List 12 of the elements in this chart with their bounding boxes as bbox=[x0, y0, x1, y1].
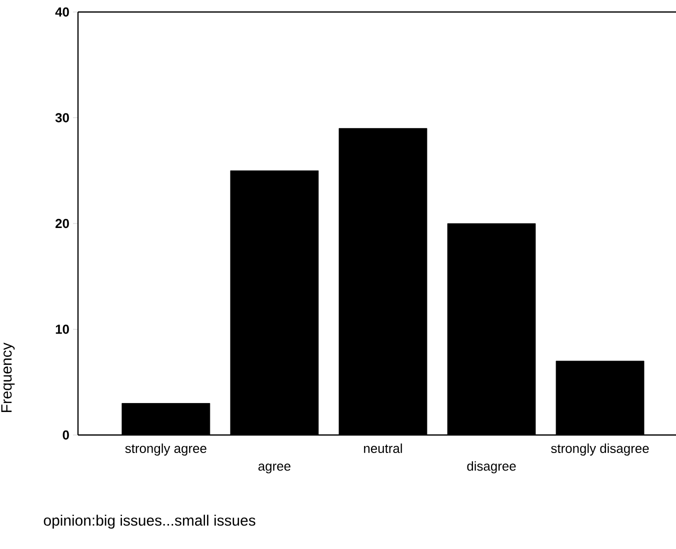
x-tick-label: strongly agree bbox=[125, 444, 206, 456]
y-tick-label: 30 bbox=[55, 113, 69, 122]
x-tick-label: agree bbox=[258, 464, 290, 474]
x-tick-label: neutral bbox=[364, 444, 402, 454]
x-tick-label: strongly disagree bbox=[551, 444, 649, 456]
y-tick-label: 0 bbox=[62, 430, 69, 440]
y-tick-label: 10 bbox=[56, 324, 69, 334]
x-axis-title: opinion:big issues...small issues bbox=[44, 514, 256, 529]
y-axis-title: Frequency bbox=[1, 342, 15, 412]
y-tick-label: 20 bbox=[56, 218, 69, 228]
y-tick-label: 40 bbox=[55, 7, 69, 17]
x-tick-label: disagree bbox=[467, 461, 516, 474]
